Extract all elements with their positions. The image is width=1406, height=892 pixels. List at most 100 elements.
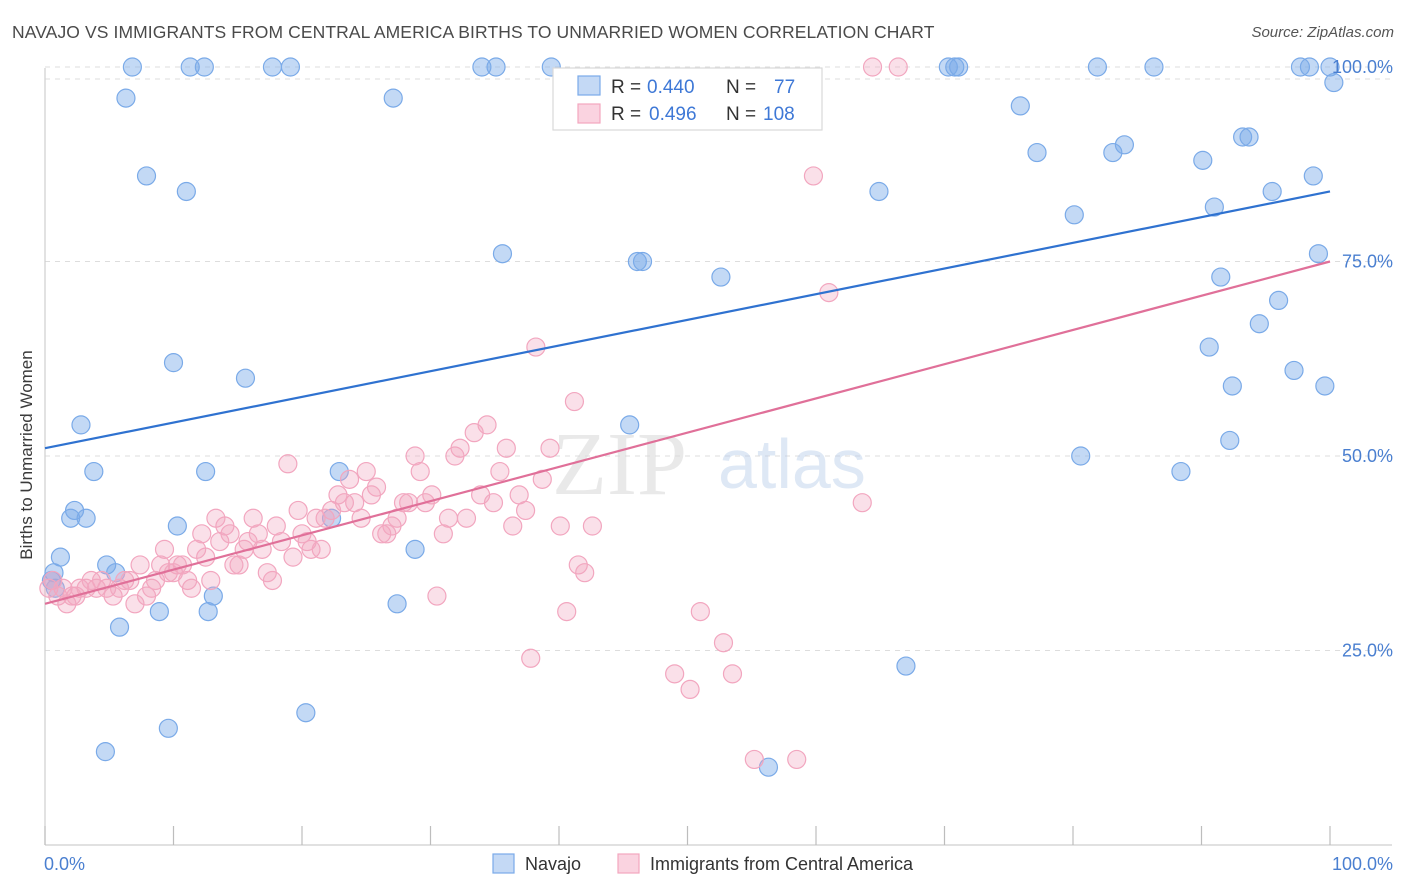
navajo-point-44	[869, 181, 889, 202]
immigrants-point-89	[503, 516, 523, 536]
navajo-point-59	[1199, 337, 1219, 357]
immigrants-point-31	[192, 524, 212, 544]
navajo-point-53	[1087, 57, 1108, 77]
immigrants-point-67	[372, 524, 392, 544]
y-tick-label-0: 25.0%	[1342, 641, 1393, 661]
navajo-point-20	[176, 181, 196, 202]
navajo-point-3	[50, 547, 71, 567]
navajo-point-2	[45, 578, 65, 598]
navajo-point-13	[116, 88, 136, 108]
legend-r-label-2: R =	[611, 104, 641, 125]
navajo-point-37	[492, 244, 513, 264]
navajo-point-45	[896, 656, 916, 676]
navajo-point-69	[1284, 360, 1304, 381]
series-legend: Navajo Immigrants from Central America	[492, 853, 914, 874]
immigrants-point-29	[181, 578, 202, 598]
navajo-point-24	[198, 601, 218, 622]
navajo-point-11	[109, 617, 130, 637]
immigrants-point-96	[550, 516, 570, 536]
y-tick-label-1: 50.0%	[1342, 446, 1393, 466]
y-axis-label: Births to Unmarried Women	[17, 350, 36, 559]
immigrants-point-13	[103, 586, 123, 606]
immigrants-point-38	[224, 555, 244, 575]
watermark: ZIP atlas	[552, 415, 866, 514]
navajo-point-52	[1071, 446, 1091, 466]
immigrants-point-105	[713, 633, 734, 653]
source-label: Source: ZipAtlas.com	[1251, 24, 1394, 41]
navajo-point-41	[632, 251, 653, 272]
legend-r-label-1: R =	[611, 77, 641, 98]
immigrants-point-104	[690, 601, 710, 622]
immigrants-point-50	[283, 547, 303, 567]
immigrants-point-49	[278, 454, 298, 474]
navajo-point-46	[938, 57, 958, 77]
immigrants-point-61	[339, 469, 360, 489]
immigrants-point-60	[334, 493, 355, 513]
legend-swatch-immigrants	[577, 103, 601, 124]
navajo-point-5	[64, 500, 85, 521]
navajo-point-63	[1222, 376, 1242, 396]
immigrants-point-35	[210, 531, 230, 552]
immigrants-point-93	[526, 337, 546, 357]
immigrants-point-98	[564, 391, 585, 412]
immigrants-point-81	[450, 438, 470, 458]
bottom-legend-label-immigrants: Immigrants from Central America	[650, 854, 914, 874]
axes	[44, 68, 1392, 846]
navajo-point-55	[1114, 135, 1135, 155]
immigrants-point-59	[328, 485, 348, 505]
immigrants-point-51	[288, 500, 308, 521]
navajo-point-29	[296, 703, 316, 723]
trend-lines	[44, 190, 1331, 605]
immigrants-point-39	[229, 555, 249, 575]
immigrants-point-79	[438, 508, 459, 528]
immigrants-point-77	[427, 586, 447, 606]
immigrants-point-37	[220, 524, 240, 544]
navajo-point-60	[1204, 197, 1224, 217]
navajo-point-18	[163, 353, 184, 373]
navajo-point-73	[1308, 244, 1329, 264]
navajo-point-27	[262, 57, 283, 77]
navajo-point-57	[1171, 461, 1191, 482]
immigrants-point-103	[680, 679, 700, 700]
immigrants-point-73	[405, 446, 425, 466]
navajo-point-14	[122, 57, 142, 77]
navajo-point-58	[1193, 150, 1213, 170]
navajo-point-71	[1299, 57, 1320, 77]
immigrants-point-107	[744, 749, 764, 770]
immigrants-point-64	[356, 461, 376, 482]
navajo-point-28	[280, 57, 301, 77]
bottom-legend-swatch-navajo	[492, 853, 515, 874]
immigrants-points	[39, 57, 908, 770]
immigrants-point-109	[803, 166, 824, 186]
navajo-point-21	[180, 57, 200, 77]
navajo-point-36	[486, 57, 506, 77]
legend-r-value-1: 0.440	[647, 77, 695, 98]
immigrants-point-86	[483, 493, 504, 513]
immigrants-point-87	[490, 461, 510, 482]
immigrants-trend-line	[44, 260, 1331, 605]
navajo-point-54	[1103, 142, 1123, 163]
navajo-point-65	[1239, 127, 1259, 147]
legend-n-label-2: N =	[726, 104, 756, 125]
immigrants-point-46	[262, 570, 283, 591]
navajo-points	[41, 57, 1344, 777]
y-tick-labels: 25.0% 50.0% 75.0% 100.0%	[1332, 57, 1393, 661]
navajo-point-50	[1027, 142, 1047, 163]
navajo-point-6	[71, 415, 91, 435]
navajo-point-15	[136, 166, 157, 186]
legend-n-value-2: 108	[763, 104, 795, 125]
navajo-point-26	[235, 368, 256, 388]
bottom-legend-swatch-immigrants	[617, 853, 640, 874]
x-tick-label-1: 100.0%	[1332, 854, 1393, 874]
watermark-atlas: atlas	[718, 425, 866, 503]
watermark-zip: ZIP	[552, 415, 687, 514]
navajo-point-33	[387, 594, 407, 614]
navajo-point-17	[158, 718, 178, 738]
navajo-point-7	[76, 508, 96, 528]
immigrants-point-100	[575, 563, 595, 583]
legend-r-value-2: 0.496	[649, 104, 697, 125]
stats-legend: R = 0.440 N = 77 R = 0.496 N = 108	[552, 67, 823, 131]
navajo-point-16	[149, 601, 169, 622]
navajo-point-61	[1211, 267, 1231, 287]
